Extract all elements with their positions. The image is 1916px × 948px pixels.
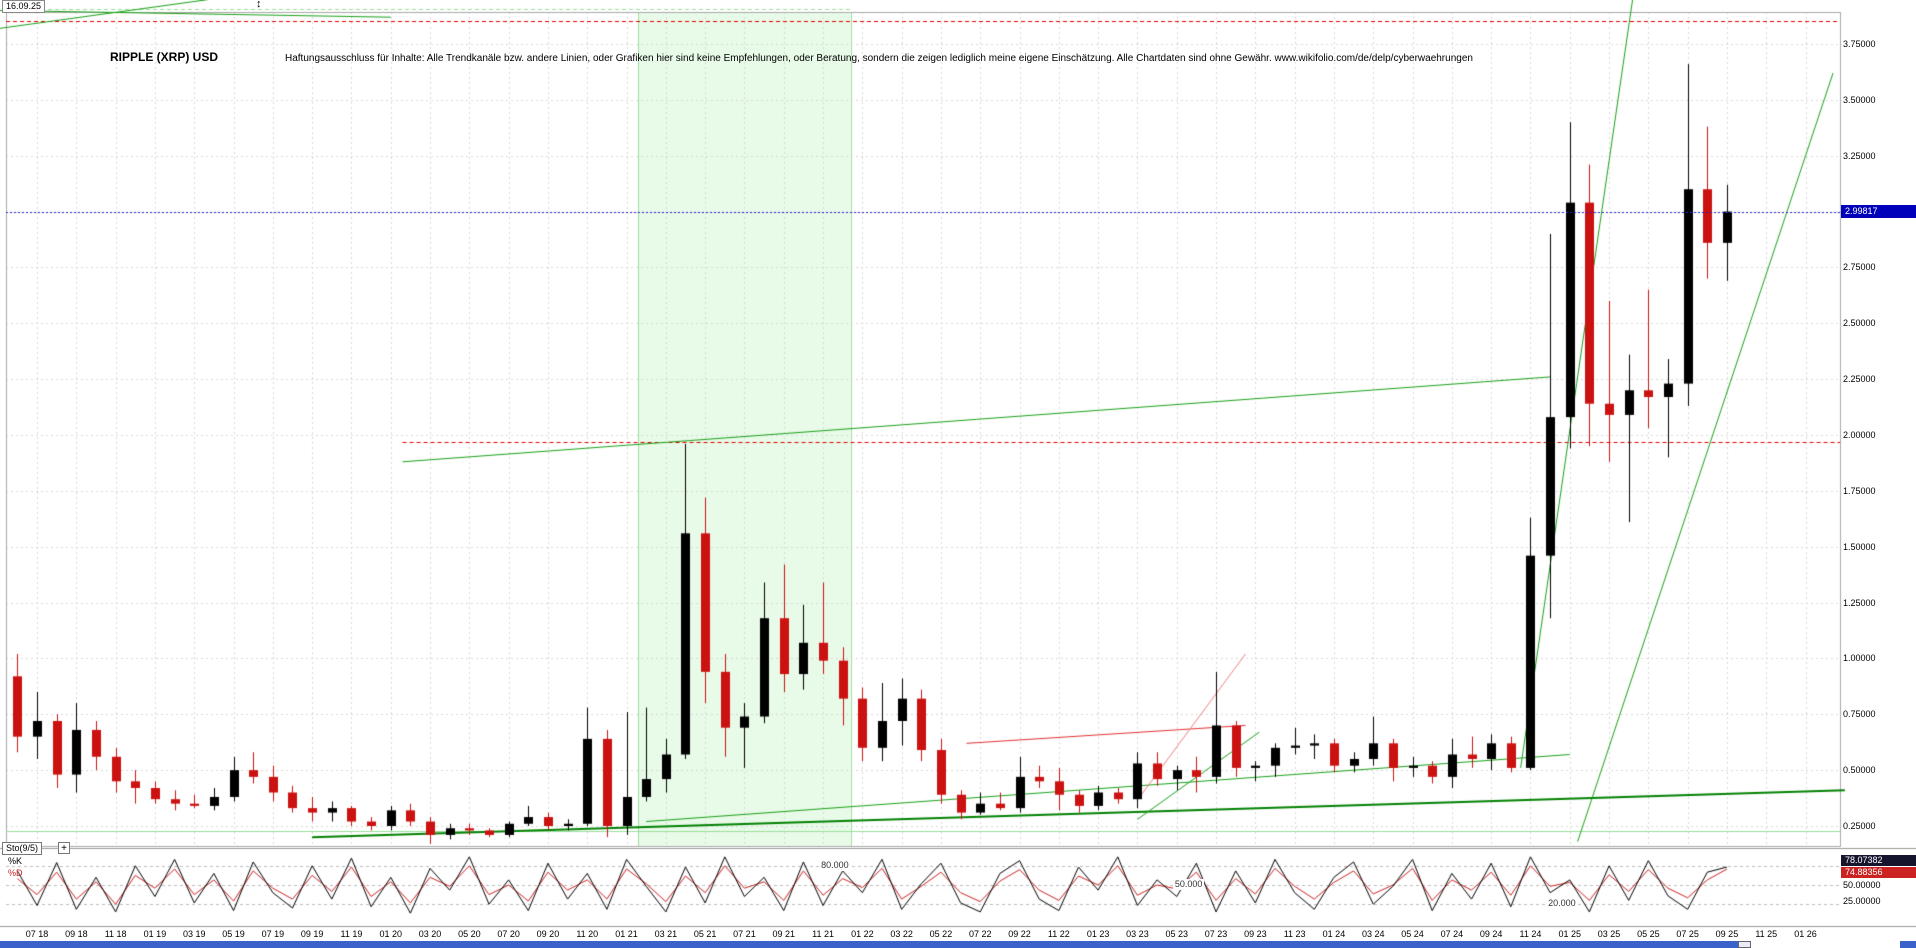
date-label: 16.09.25 <box>2 0 46 13</box>
scrollbar-filled-track[interactable] <box>0 941 1738 948</box>
stochastic-d-value-badge: 74.88356 <box>1841 867 1916 878</box>
chart-title: RIPPLE (XRP) USD <box>110 50 219 64</box>
scrollbar-right-segment[interactable] <box>1900 941 1916 948</box>
indicator-add-button[interactable]: + <box>58 842 70 854</box>
updown-arrow-icon[interactable]: ↕ <box>256 0 262 10</box>
scrollbar-handle[interactable] <box>1738 941 1751 948</box>
stochastic-k-label: %K <box>8 856 23 866</box>
disclaimer-text: Haftungsausschluss für Inhalte: Alle Tre… <box>285 53 1473 64</box>
stochastic-d-label: %D <box>8 868 23 878</box>
current-price-badge: 2.99817 <box>1841 204 1916 218</box>
indicator-label[interactable]: Sto(9/5) <box>2 842 43 855</box>
stochastic-k-value-badge: 78.07382 <box>1841 855 1916 866</box>
horizontal-scrollbar[interactable] <box>0 941 1916 948</box>
